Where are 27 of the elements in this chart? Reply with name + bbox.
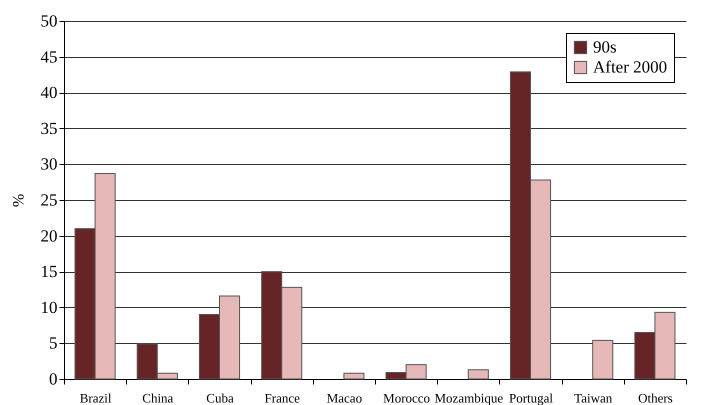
y-tick-label: 10 — [40, 298, 58, 317]
x-tick-label: Morocco — [383, 390, 430, 405]
y-axis-title: % — [10, 194, 28, 208]
y-tick-label: 45 — [40, 47, 58, 66]
y-tick-label: 20 — [40, 226, 58, 246]
bar — [468, 369, 489, 380]
legend-label: 90s — [593, 38, 617, 56]
y-tick-label: 25 — [40, 190, 58, 210]
x-tick-label: France — [264, 390, 300, 405]
legend-label: After 2000 — [593, 58, 668, 76]
x-tick-label: Mozambique — [434, 390, 504, 405]
y-tick-label: 40 — [40, 83, 58, 102]
x-tick-label: Portugal — [508, 390, 554, 405]
y-tick-label: 50 — [40, 12, 58, 30]
y-tick-label: 30 — [40, 154, 58, 174]
y-tick-label: 0 — [49, 370, 58, 388]
y-tick-label: 35 — [40, 118, 58, 138]
x-tick-label: Cuba — [206, 390, 234, 405]
y-tick-label: 15 — [40, 262, 58, 282]
bar — [592, 340, 614, 380]
x-tick-label: Others — [638, 390, 673, 405]
x-tick-label: Taiwan — [574, 390, 613, 405]
x-tick-label: Macao — [326, 390, 362, 405]
y-tick-label: 5 — [49, 334, 58, 353]
bar — [343, 372, 364, 380]
x-tick-label: Brazil — [80, 390, 112, 405]
x-tick-label: China — [142, 390, 174, 405]
